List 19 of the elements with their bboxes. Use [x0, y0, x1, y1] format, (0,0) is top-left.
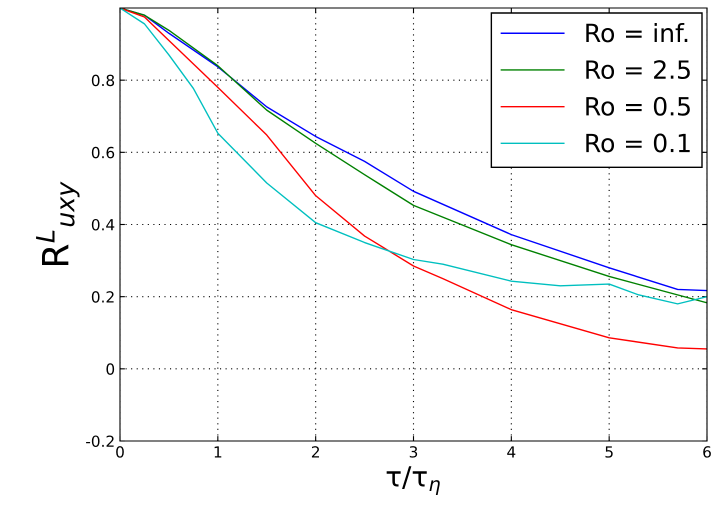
y-tick-label: 0.4: [92, 218, 114, 231]
legend-label: Ro = 0.5: [586, 96, 690, 116]
y-tick-label: 0: [106, 363, 114, 375]
x-tick-label: 1: [214, 446, 222, 458]
y-tick-label: 0.6: [92, 146, 114, 158]
legend-label: Ro = 2.5: [586, 60, 690, 80]
y-tick-label: 0.2: [92, 291, 114, 303]
x-tick-label: 6: [703, 446, 711, 458]
x-tick-label: 4: [507, 446, 516, 458]
y-tick-label: -0.2: [86, 435, 114, 448]
x-tick-label: 5: [605, 446, 613, 458]
x-tick-label: 3: [410, 446, 418, 458]
legend-label: Ro = inf.: [586, 23, 688, 42]
y-axis-title: R$^{L}$$_{uxy}$: [36, 181, 80, 266]
x-tick-label: 2: [312, 446, 319, 458]
x-axis-title: τ/τ$_{η}$: [386, 466, 440, 496]
legend-label: Ro = 0.1: [586, 134, 690, 152]
y-tick-label: 0.8: [92, 74, 114, 86]
x-tick-label: 0: [116, 446, 124, 458]
